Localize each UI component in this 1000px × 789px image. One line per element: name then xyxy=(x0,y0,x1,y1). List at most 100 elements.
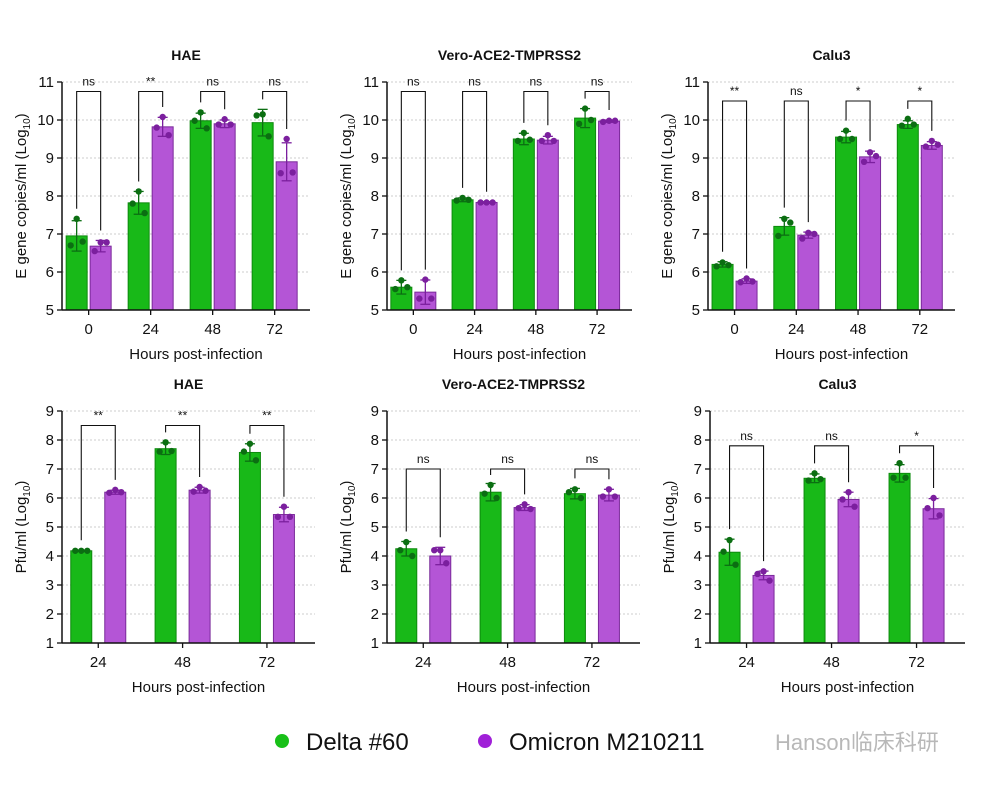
y-axis-label-subscript: 10 xyxy=(347,118,358,130)
chart-title: Calu3 xyxy=(818,376,856,392)
data-point xyxy=(487,481,494,489)
data-point xyxy=(836,135,844,143)
y-tick-label: 8 xyxy=(371,188,379,205)
data-point xyxy=(437,547,444,554)
data-point xyxy=(277,170,284,177)
data-point xyxy=(159,113,166,121)
data-point xyxy=(890,474,897,481)
y-tick-label: 9 xyxy=(46,150,54,167)
data-point xyxy=(896,460,903,467)
bar-omicron xyxy=(151,126,174,311)
y-axis-label: E gene copies/ml (Log10) xyxy=(338,113,358,278)
data-point xyxy=(839,496,846,503)
y-axis-label-subscript: 10 xyxy=(347,485,358,497)
data-point xyxy=(79,238,86,245)
bar-delta xyxy=(238,451,261,644)
data-point xyxy=(720,548,727,555)
chart-title: HAE xyxy=(171,47,201,63)
y-tick-label: 1 xyxy=(694,635,702,652)
data-point xyxy=(936,512,943,519)
data-point xyxy=(599,118,607,126)
y-tick-label: 6 xyxy=(694,490,702,507)
x-tick-label: 72 xyxy=(908,654,925,671)
data-point xyxy=(274,513,282,521)
y-tick-label: 4 xyxy=(371,548,379,565)
data-point xyxy=(428,295,435,302)
data-point xyxy=(202,487,209,494)
data-point xyxy=(605,117,613,124)
data-point xyxy=(246,440,254,447)
legend-label: Omicron M210211 xyxy=(509,729,705,756)
significance-label: ns xyxy=(468,75,481,89)
y-axis-label-subscript: 10 xyxy=(22,485,33,497)
significance-bracket xyxy=(783,100,809,223)
data-point xyxy=(787,219,794,226)
data-point xyxy=(725,261,732,269)
x-tick-label: 48 xyxy=(527,321,544,338)
data-point xyxy=(575,120,583,128)
data-point xyxy=(565,489,573,496)
y-tick-label: 5 xyxy=(371,519,379,536)
significance-bracket xyxy=(80,424,116,541)
y-tick-label: 4 xyxy=(694,548,702,565)
data-point xyxy=(162,439,169,446)
data-point xyxy=(483,199,490,206)
y-axis-label: E gene copies/ml (Log10) xyxy=(13,113,33,278)
y-tick-label: 5 xyxy=(371,302,379,319)
chart-panel-1: Vero-ACE2-TMPRSS2 5 6 7 8 9 10 11 ns ns ns ns 0 24 48 7… xyxy=(338,47,632,363)
significance-bracket xyxy=(574,468,610,480)
data-point xyxy=(611,493,619,500)
data-point xyxy=(713,263,720,270)
data-point xyxy=(550,137,558,145)
bar-omicron xyxy=(475,201,498,311)
chart-panel-4: Vero-ACE2-TMPRSS2 1 2 3 4 5 6 7 8 9 ns ns ns 24 48 72 Ho… xyxy=(338,376,640,696)
data-point xyxy=(934,141,942,148)
data-point xyxy=(805,229,812,237)
data-point xyxy=(191,117,198,124)
y-tick-label: 7 xyxy=(371,461,379,478)
data-point xyxy=(404,284,411,291)
y-axis-label: Pfu/ml (Log10) xyxy=(661,481,681,574)
legend: Delta #60 Omicron M210211 xyxy=(275,729,705,756)
data-point xyxy=(928,137,936,145)
x-tick-label: 72 xyxy=(259,654,276,671)
y-tick-label: 8 xyxy=(46,188,54,205)
data-point xyxy=(227,121,234,128)
chart-title: Vero-ACE2-TMPRSS2 xyxy=(438,47,581,63)
significance-label: ns xyxy=(790,84,803,98)
data-point xyxy=(280,503,288,510)
significance-bracket xyxy=(138,90,164,182)
data-point xyxy=(520,129,528,137)
data-point xyxy=(930,494,937,502)
data-point xyxy=(197,109,204,116)
x-tick-label: 48 xyxy=(174,654,191,671)
data-point xyxy=(259,111,266,118)
y-tick-label: 2 xyxy=(46,606,54,623)
significance-label: ** xyxy=(94,409,104,423)
data-point xyxy=(153,124,160,131)
y-axis-label-end: ) xyxy=(13,113,30,118)
significance-label: ** xyxy=(146,75,156,89)
bar-delta xyxy=(563,493,586,644)
y-tick-label: 7 xyxy=(46,226,54,243)
x-tick-label: 24 xyxy=(415,654,432,671)
chart-panel-3: HAE 1 2 3 4 5 6 7 8 9 ** ** ** 24 48 72 Hours post-infec… xyxy=(13,376,315,696)
bar-delta xyxy=(773,225,796,311)
y-tick-label: 5 xyxy=(46,302,54,319)
data-point xyxy=(805,477,812,484)
bar-omicron xyxy=(272,514,295,644)
x-tick-label: 0 xyxy=(730,321,738,338)
data-point xyxy=(431,547,438,554)
data-point xyxy=(409,552,416,560)
data-point xyxy=(749,278,756,285)
y-axis-label-end: ) xyxy=(338,481,355,486)
data-point xyxy=(527,505,534,513)
y-tick-label: 3 xyxy=(46,577,54,594)
x-tick-label: 48 xyxy=(204,321,221,338)
bar-omicron xyxy=(597,494,620,644)
y-tick-label: 11 xyxy=(684,74,700,91)
y-tick-label: 7 xyxy=(694,461,702,478)
y-axis-label-end: ) xyxy=(659,113,676,118)
data-point xyxy=(481,490,488,497)
